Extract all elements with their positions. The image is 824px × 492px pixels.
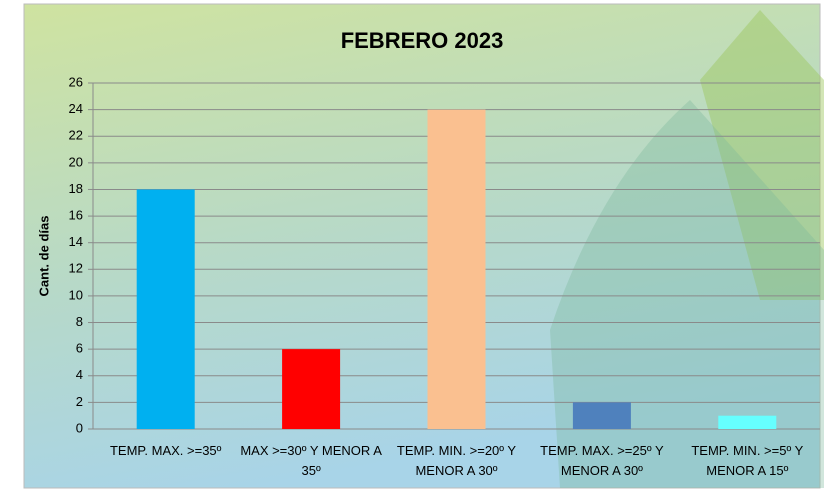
y-tick-label: 26 xyxy=(69,74,83,89)
x-tick-label: TEMP. MIN. >=20º Y MENOR A 30º xyxy=(396,443,517,478)
y-tick-label: 10 xyxy=(69,287,83,302)
bar xyxy=(718,415,777,429)
x-tick-label: TEMP. MIN. >=5º Y MENOR A 15º xyxy=(691,443,804,478)
y-tick-label: 22 xyxy=(69,128,83,143)
y-tick-label: 24 xyxy=(69,101,83,116)
y-tick-label: 12 xyxy=(69,261,83,276)
y-tick-label: 2 xyxy=(76,394,83,409)
y-axis-label: Cant. de días xyxy=(36,216,51,297)
y-tick-label: 16 xyxy=(69,208,83,223)
chart-title: FEBRERO 2023 xyxy=(341,28,504,53)
bar xyxy=(136,189,195,429)
x-tick-label: MAX >=30º Y MENOR A 35º xyxy=(240,443,382,478)
y-tick-label: 8 xyxy=(76,314,83,329)
y-tick-label: 6 xyxy=(76,341,83,356)
bar xyxy=(427,109,486,429)
y-tick-label: 20 xyxy=(69,154,83,169)
y-tick-label: 18 xyxy=(69,181,83,196)
bar xyxy=(282,349,341,429)
y-tick-label: 4 xyxy=(76,367,83,382)
x-tick-label: TEMP. MAX. >=35º xyxy=(109,443,222,458)
y-tick-label: 14 xyxy=(69,234,83,249)
decoration xyxy=(550,100,824,488)
y-tick-label: 0 xyxy=(76,420,83,435)
x-tick-label: TEMP. MAX. >=25º Y MENOR A 30º xyxy=(540,443,664,478)
bar xyxy=(572,402,631,429)
